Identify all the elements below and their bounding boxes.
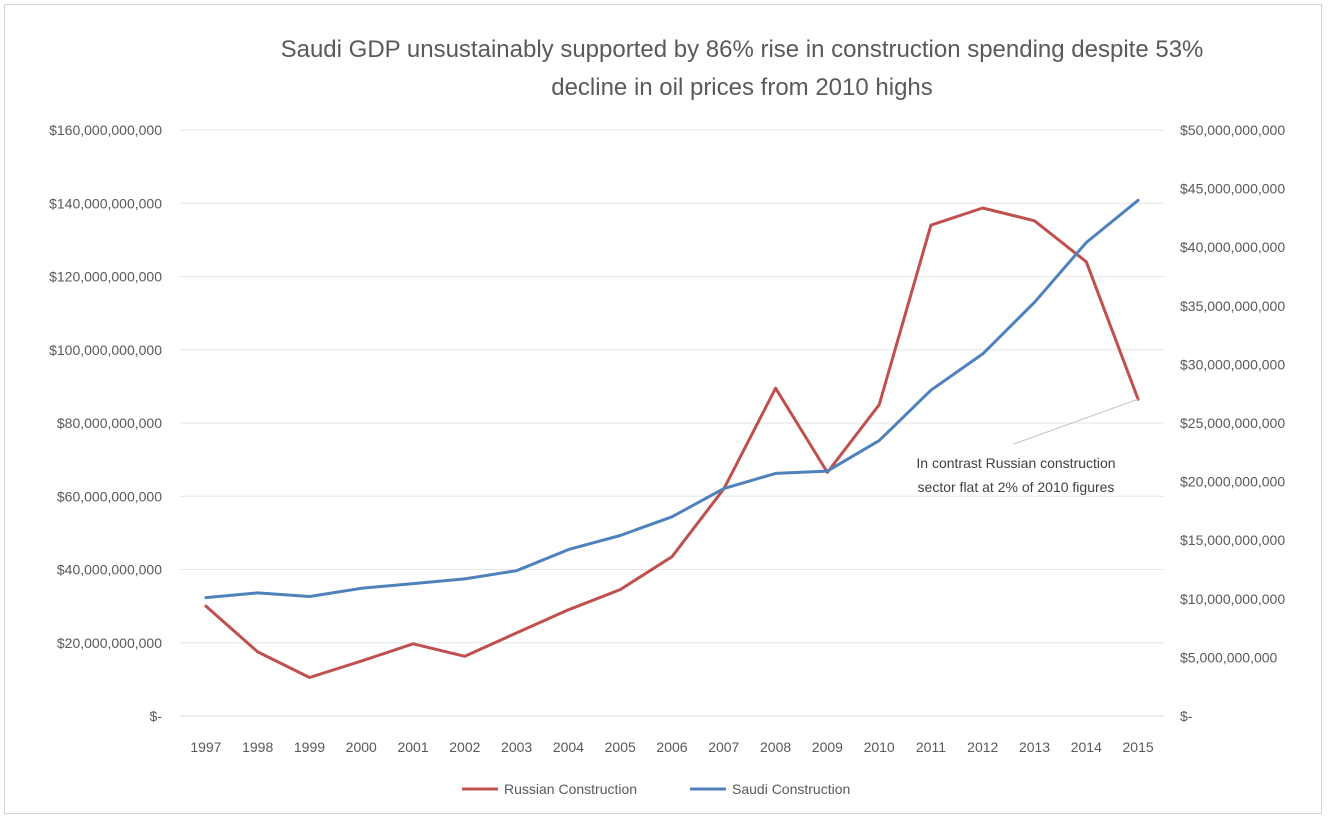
- annotation: In contrast Russian construction sector …: [916, 398, 1139, 495]
- data-point: [826, 470, 829, 473]
- data-point: [515, 569, 518, 572]
- left-tick-label: $80,000,000,000: [57, 415, 162, 431]
- x-tick-label: 2000: [346, 739, 377, 755]
- data-point: [567, 548, 570, 551]
- data-point: [1085, 260, 1088, 263]
- left-tick-label: $100,000,000,000: [49, 342, 162, 358]
- right-tick-label: $40,000,000,000: [1180, 239, 1285, 255]
- x-axis-ticks: 1997 1998 1999 2000 2001 2002 2003 2004 2005 2006…: [190, 739, 1154, 755]
- data-point: [878, 403, 881, 406]
- data-point: [308, 676, 311, 679]
- right-tick-label: $15,000,000,000: [1180, 532, 1285, 548]
- annotation-line-2: sector flat at 2% of 2010 figures: [918, 479, 1115, 495]
- x-tick-label: 2009: [812, 739, 843, 755]
- legend-label: Russian Construction: [504, 781, 637, 797]
- data-point: [619, 588, 622, 591]
- series-layer: [204, 198, 1140, 679]
- right-tick-label: $10,000,000,000: [1180, 591, 1285, 607]
- chart-frame: [4, 4, 1322, 814]
- x-tick-label: 2006: [656, 739, 687, 755]
- data-point: [671, 515, 674, 518]
- annotation-leader-line: [1013, 398, 1139, 445]
- data-point: [256, 591, 259, 594]
- x-tick-label: 2012: [967, 739, 998, 755]
- right-tick-label: $5,000,000,000: [1180, 649, 1278, 665]
- legend-item: Saudi Construction: [690, 781, 850, 797]
- data-point: [929, 224, 932, 227]
- x-tick-label: 2001: [397, 739, 428, 755]
- x-tick-label: 1997: [190, 739, 221, 755]
- data-point: [360, 587, 363, 590]
- right-tick-label: $30,000,000,000: [1180, 356, 1285, 372]
- data-point: [1137, 199, 1140, 202]
- x-tick-label: 2005: [605, 739, 636, 755]
- data-point: [1033, 301, 1036, 304]
- data-point: [1033, 219, 1036, 222]
- data-point: [412, 582, 415, 585]
- legend-label: Saudi Construction: [732, 781, 850, 797]
- gridlines: [180, 129, 1164, 717]
- left-tick-label: $40,000,000,000: [57, 562, 162, 578]
- x-tick-label: 2007: [708, 739, 739, 755]
- x-tick-label: 2014: [1071, 739, 1102, 755]
- data-point: [204, 605, 207, 608]
- left-tick-label: $120,000,000,000: [49, 269, 162, 285]
- data-point: [981, 352, 984, 355]
- right-axis-ticks: $- $5,000,000,000 $10,000,000,000 $15,000,0…: [1180, 122, 1285, 724]
- x-tick-label: 1998: [242, 739, 273, 755]
- data-point: [671, 555, 674, 558]
- right-tick-label: $45,000,000,000: [1180, 181, 1285, 197]
- x-tick-label: 2013: [1019, 739, 1050, 755]
- data-point: [619, 534, 622, 537]
- data-point: [774, 387, 777, 390]
- right-tick-label: $50,000,000,000: [1180, 122, 1285, 138]
- legend: Russian Construction Saudi Construction: [462, 781, 850, 797]
- right-tick-label: $-: [1180, 708, 1193, 724]
- x-tick-label: 2004: [553, 739, 584, 755]
- x-tick-label: 2008: [760, 739, 791, 755]
- legend-item: Russian Construction: [462, 781, 637, 797]
- x-tick-label: 2002: [449, 739, 480, 755]
- data-point: [360, 660, 363, 663]
- data-point: [929, 389, 932, 392]
- data-point: [412, 642, 415, 645]
- left-tick-label: $20,000,000,000: [57, 635, 162, 651]
- left-tick-label: $140,000,000,000: [49, 195, 162, 211]
- data-point: [515, 631, 518, 634]
- series-russian-construction: [204, 206, 1140, 679]
- x-tick-label: 1999: [294, 739, 325, 755]
- right-tick-label: $20,000,000,000: [1180, 474, 1285, 490]
- left-tick-label: $-: [150, 708, 163, 724]
- series-line: [204, 198, 1140, 600]
- data-point: [1085, 241, 1088, 244]
- chart-title-line-2: decline in oil prices from 2010 highs: [551, 74, 933, 101]
- data-point: [981, 207, 984, 210]
- x-tick-label: 2003: [501, 739, 532, 755]
- data-point: [774, 472, 777, 475]
- data-point: [722, 487, 725, 490]
- series-saudi-construction: [204, 198, 1140, 600]
- left-tick-label: $160,000,000,000: [49, 122, 162, 138]
- data-point: [463, 577, 466, 580]
- chart-title-line-1: Saudi GDP unsustainably supported by 86%…: [281, 36, 1204, 63]
- data-point: [204, 596, 207, 599]
- x-tick-label: 2015: [1123, 739, 1154, 755]
- annotation-line-1: In contrast Russian construction: [916, 455, 1115, 471]
- x-tick-label: 2010: [864, 739, 895, 755]
- series-line: [204, 206, 1140, 679]
- data-point: [567, 608, 570, 611]
- right-tick-label: $35,000,000,000: [1180, 298, 1285, 314]
- data-point: [308, 595, 311, 598]
- data-point: [463, 655, 466, 658]
- left-tick-label: $60,000,000,000: [57, 488, 162, 504]
- data-point: [256, 650, 259, 653]
- left-axis-ticks: $- $20,000,000,000 $40,000,000,000 $60,000,…: [49, 122, 162, 724]
- x-tick-label: 2011: [916, 739, 946, 755]
- right-tick-label: $25,000,000,000: [1180, 415, 1285, 431]
- data-point: [878, 439, 881, 442]
